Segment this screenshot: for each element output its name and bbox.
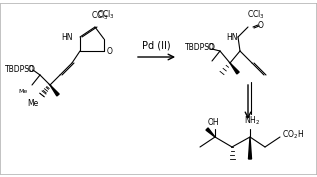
- Text: CCl$_3$: CCl$_3$: [91, 10, 109, 22]
- Text: CCl$_3$: CCl$_3$: [97, 8, 115, 21]
- Text: O: O: [207, 42, 213, 52]
- Text: HN: HN: [227, 33, 238, 41]
- Text: O: O: [258, 21, 264, 30]
- Text: OH: OH: [207, 118, 219, 127]
- Polygon shape: [230, 63, 239, 74]
- Text: CO$_2$H: CO$_2$H: [282, 129, 304, 141]
- Text: CCl$_3$: CCl$_3$: [247, 8, 265, 21]
- Text: HN: HN: [61, 33, 73, 41]
- Text: TBDPSO: TBDPSO: [185, 42, 216, 52]
- Polygon shape: [249, 137, 251, 159]
- Text: Me: Me: [27, 99, 38, 108]
- Text: O: O: [28, 65, 34, 75]
- Text: Me: Me: [19, 89, 28, 94]
- Polygon shape: [206, 128, 215, 137]
- Text: Pd (II): Pd (II): [142, 41, 171, 51]
- Text: TBDPSO: TBDPSO: [5, 65, 36, 75]
- Text: O: O: [107, 47, 113, 56]
- Text: NH$_2$: NH$_2$: [244, 115, 260, 127]
- Polygon shape: [50, 85, 59, 96]
